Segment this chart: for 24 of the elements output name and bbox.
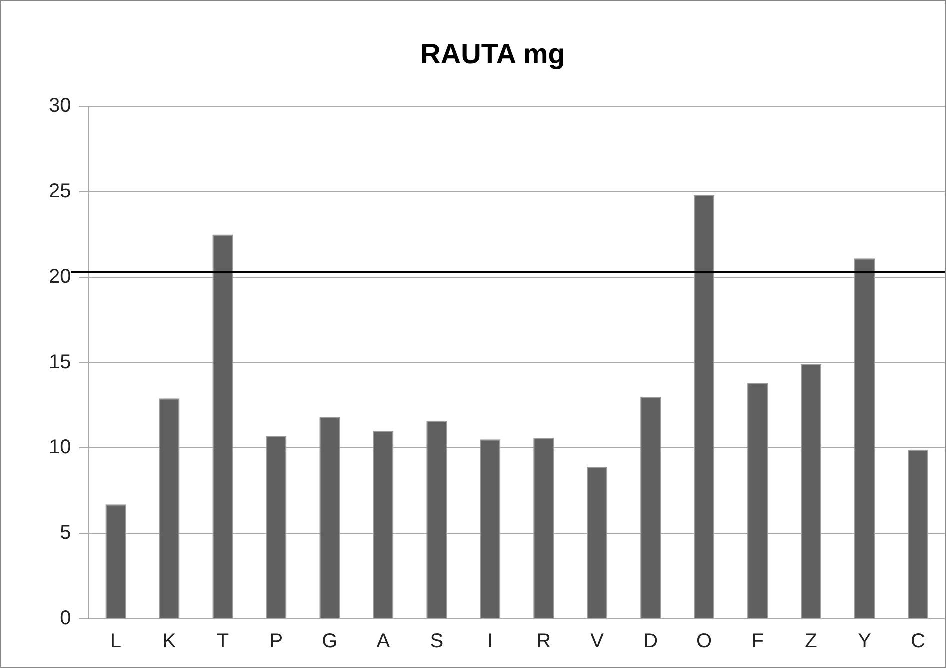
x-tick-label: A: [376, 630, 391, 653]
y-tick-label: 0: [60, 608, 72, 630]
x-tick-label: I: [488, 630, 494, 653]
chart-title: RAUTA mg: [420, 38, 566, 70]
y-tick-label: 20: [48, 266, 72, 288]
x-tick-label: Z: [805, 630, 818, 653]
x-tick-label: P: [270, 630, 284, 653]
x-tick-label: C: [911, 630, 926, 653]
y-tick-label: 10: [48, 436, 72, 459]
x-tick-label: V: [590, 630, 605, 653]
x-tick-label: T: [216, 630, 230, 653]
y-tick-label: 25: [48, 180, 72, 203]
x-tick-label: D: [644, 630, 658, 653]
x-tick-label: F: [752, 630, 764, 653]
x-tick-label: Y: [858, 630, 872, 653]
y-tick-label: 5: [60, 522, 72, 544]
x-tick-label: R: [536, 630, 552, 653]
y-tick-label: 30: [48, 95, 72, 118]
x-tick-label: G: [322, 630, 338, 653]
x-tick-label: O: [696, 630, 712, 653]
x-tick-label: L: [110, 630, 122, 653]
x-tick-label: S: [430, 630, 444, 653]
x-tick-label: K: [162, 630, 177, 653]
y-tick-label: 15: [48, 351, 72, 374]
